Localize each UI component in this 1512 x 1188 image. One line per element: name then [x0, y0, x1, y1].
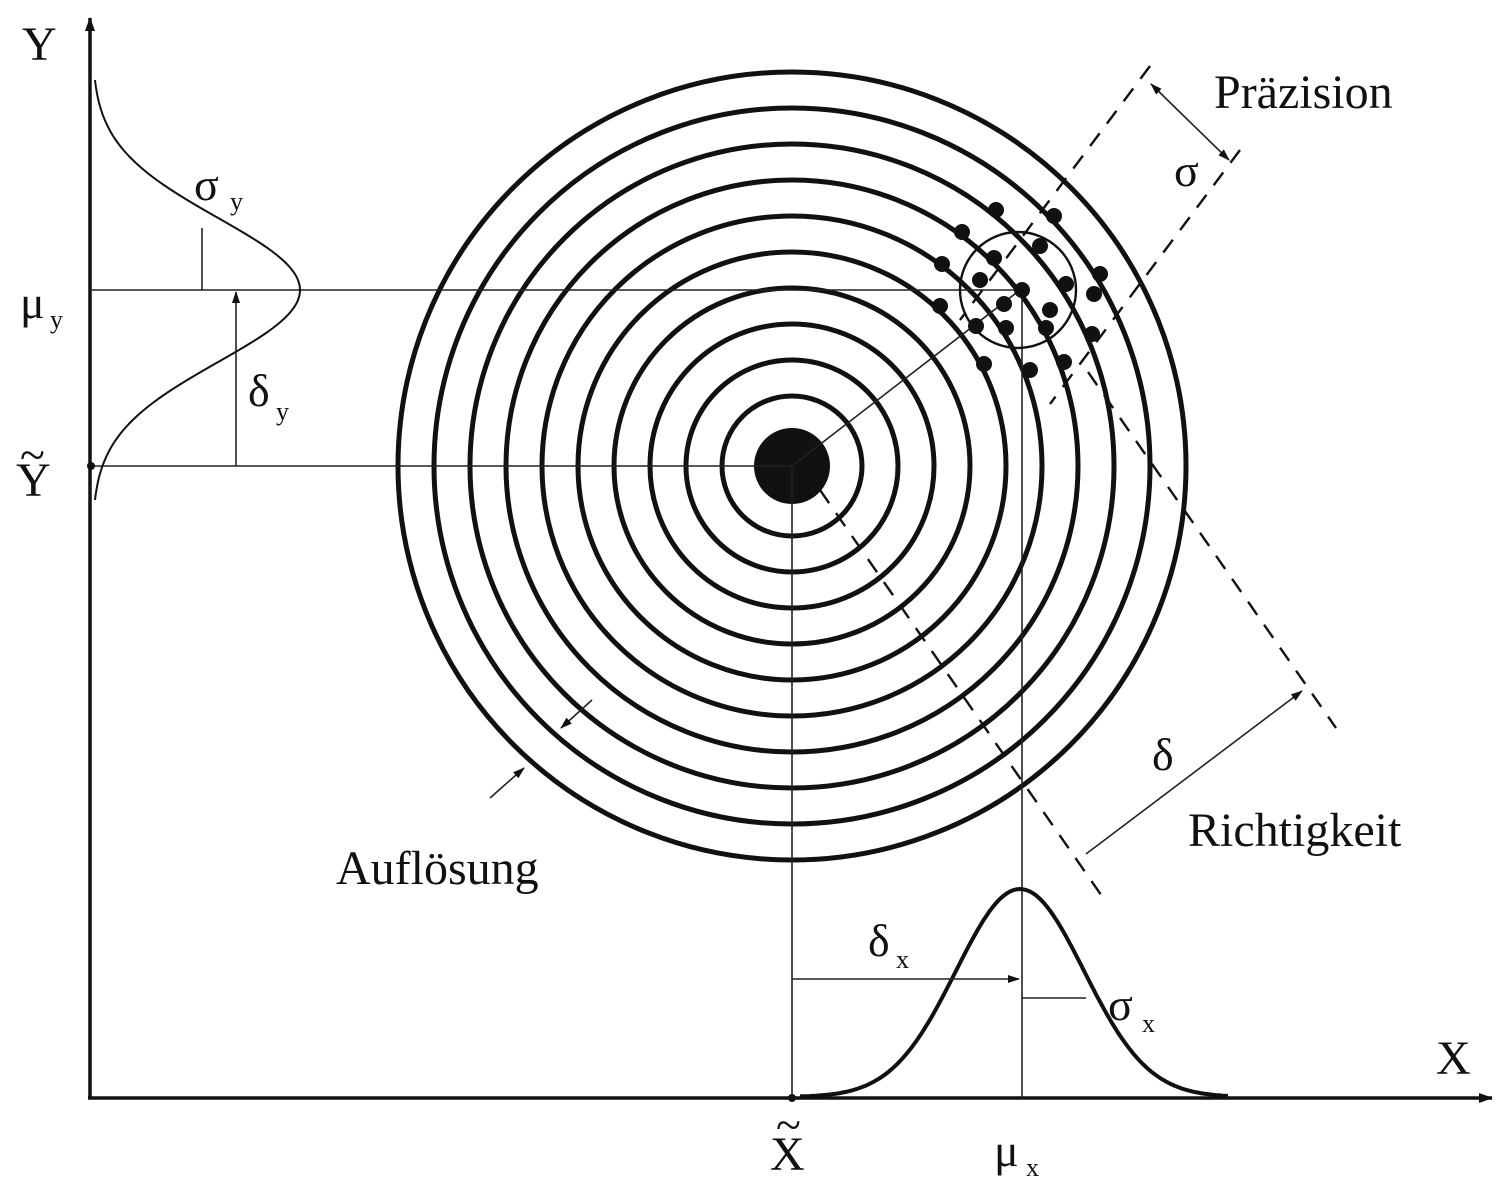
- delta-y-symbol: δ: [248, 365, 270, 416]
- shot-point: [1056, 354, 1072, 370]
- y-distribution-curve: [94, 79, 302, 501]
- delta-arrow: [1085, 690, 1303, 855]
- y-axis-origin-dot: [87, 462, 95, 470]
- dashed-guides: [819, 65, 1337, 903]
- x-axis-label: X: [1436, 1032, 1471, 1085]
- shot-point: [976, 356, 992, 372]
- y-true-label: Y: [16, 454, 51, 507]
- y-true-tilde: ~: [20, 429, 45, 480]
- x-distribution-curve: [799, 886, 1229, 1099]
- sigma-x-subscript: x: [1142, 1009, 1155, 1038]
- shot-point: [996, 296, 1012, 312]
- sigma-y-subscript: y: [230, 187, 243, 216]
- shot-point: [1046, 208, 1062, 224]
- precision-label: Präzision: [1214, 66, 1393, 119]
- x-true-label: X: [770, 1128, 805, 1181]
- mu-x-subscript: x: [1026, 1153, 1039, 1182]
- sigma-y-symbol: σ: [194, 159, 219, 210]
- accuracy-label: Richtigkeit: [1188, 804, 1402, 857]
- shot-point: [1038, 320, 1054, 336]
- shot-point: [1042, 302, 1058, 318]
- sigma-precision-symbol: σ: [1174, 145, 1199, 196]
- delta-symbol: δ: [1152, 729, 1174, 780]
- shot-cluster: [932, 202, 1108, 378]
- resolution-arrow-outer: [489, 767, 525, 799]
- shot-point: [1032, 238, 1048, 254]
- resolution-arrow-inner: [560, 699, 593, 729]
- shot-point: [934, 256, 950, 272]
- reference-lines: [90, 289, 1023, 1098]
- dash-precision-upper: [959, 65, 1151, 321]
- shot-point: [1086, 286, 1102, 302]
- x-true-tilde: ~: [776, 1099, 801, 1150]
- mu-y-subscript: y: [50, 305, 63, 334]
- shot-point: [932, 298, 948, 314]
- mu-x-symbol: μ: [994, 1125, 1019, 1176]
- shot-point: [998, 320, 1014, 336]
- shot-point: [1014, 282, 1030, 298]
- delta-x-subscript: x: [896, 945, 909, 974]
- delta-x-symbol: δ: [868, 915, 890, 966]
- shot-point: [972, 272, 988, 288]
- shot-point: [986, 250, 1002, 266]
- sigma-arrow-a: [1150, 83, 1191, 123]
- shot-point: [1058, 276, 1074, 292]
- annotation-arrows: [489, 83, 1303, 855]
- sigma-x-symbol: σ: [1108, 979, 1133, 1030]
- mu-y-symbol: μ: [20, 277, 45, 328]
- delta-y-subscript: y: [276, 397, 289, 426]
- y-axis-label: Y: [22, 18, 57, 71]
- x-axis-origin-dot: [788, 1094, 796, 1102]
- shot-point: [968, 318, 984, 334]
- shot-point: [1092, 266, 1108, 282]
- shot-point: [1084, 326, 1100, 342]
- shot-point: [954, 224, 970, 240]
- offset-line: [791, 289, 1021, 467]
- sigma-arrow-b: [1189, 121, 1230, 161]
- dash-precision-lower: [1049, 149, 1241, 405]
- precision-circle: [958, 230, 1078, 350]
- labels: Y X μ y ~ Y σ y δ y Präzision σ δ Richti…: [16, 18, 1471, 1182]
- shot-point: [988, 202, 1004, 218]
- resolution-label: Auflösung: [336, 842, 539, 895]
- shot-point: [1022, 362, 1038, 378]
